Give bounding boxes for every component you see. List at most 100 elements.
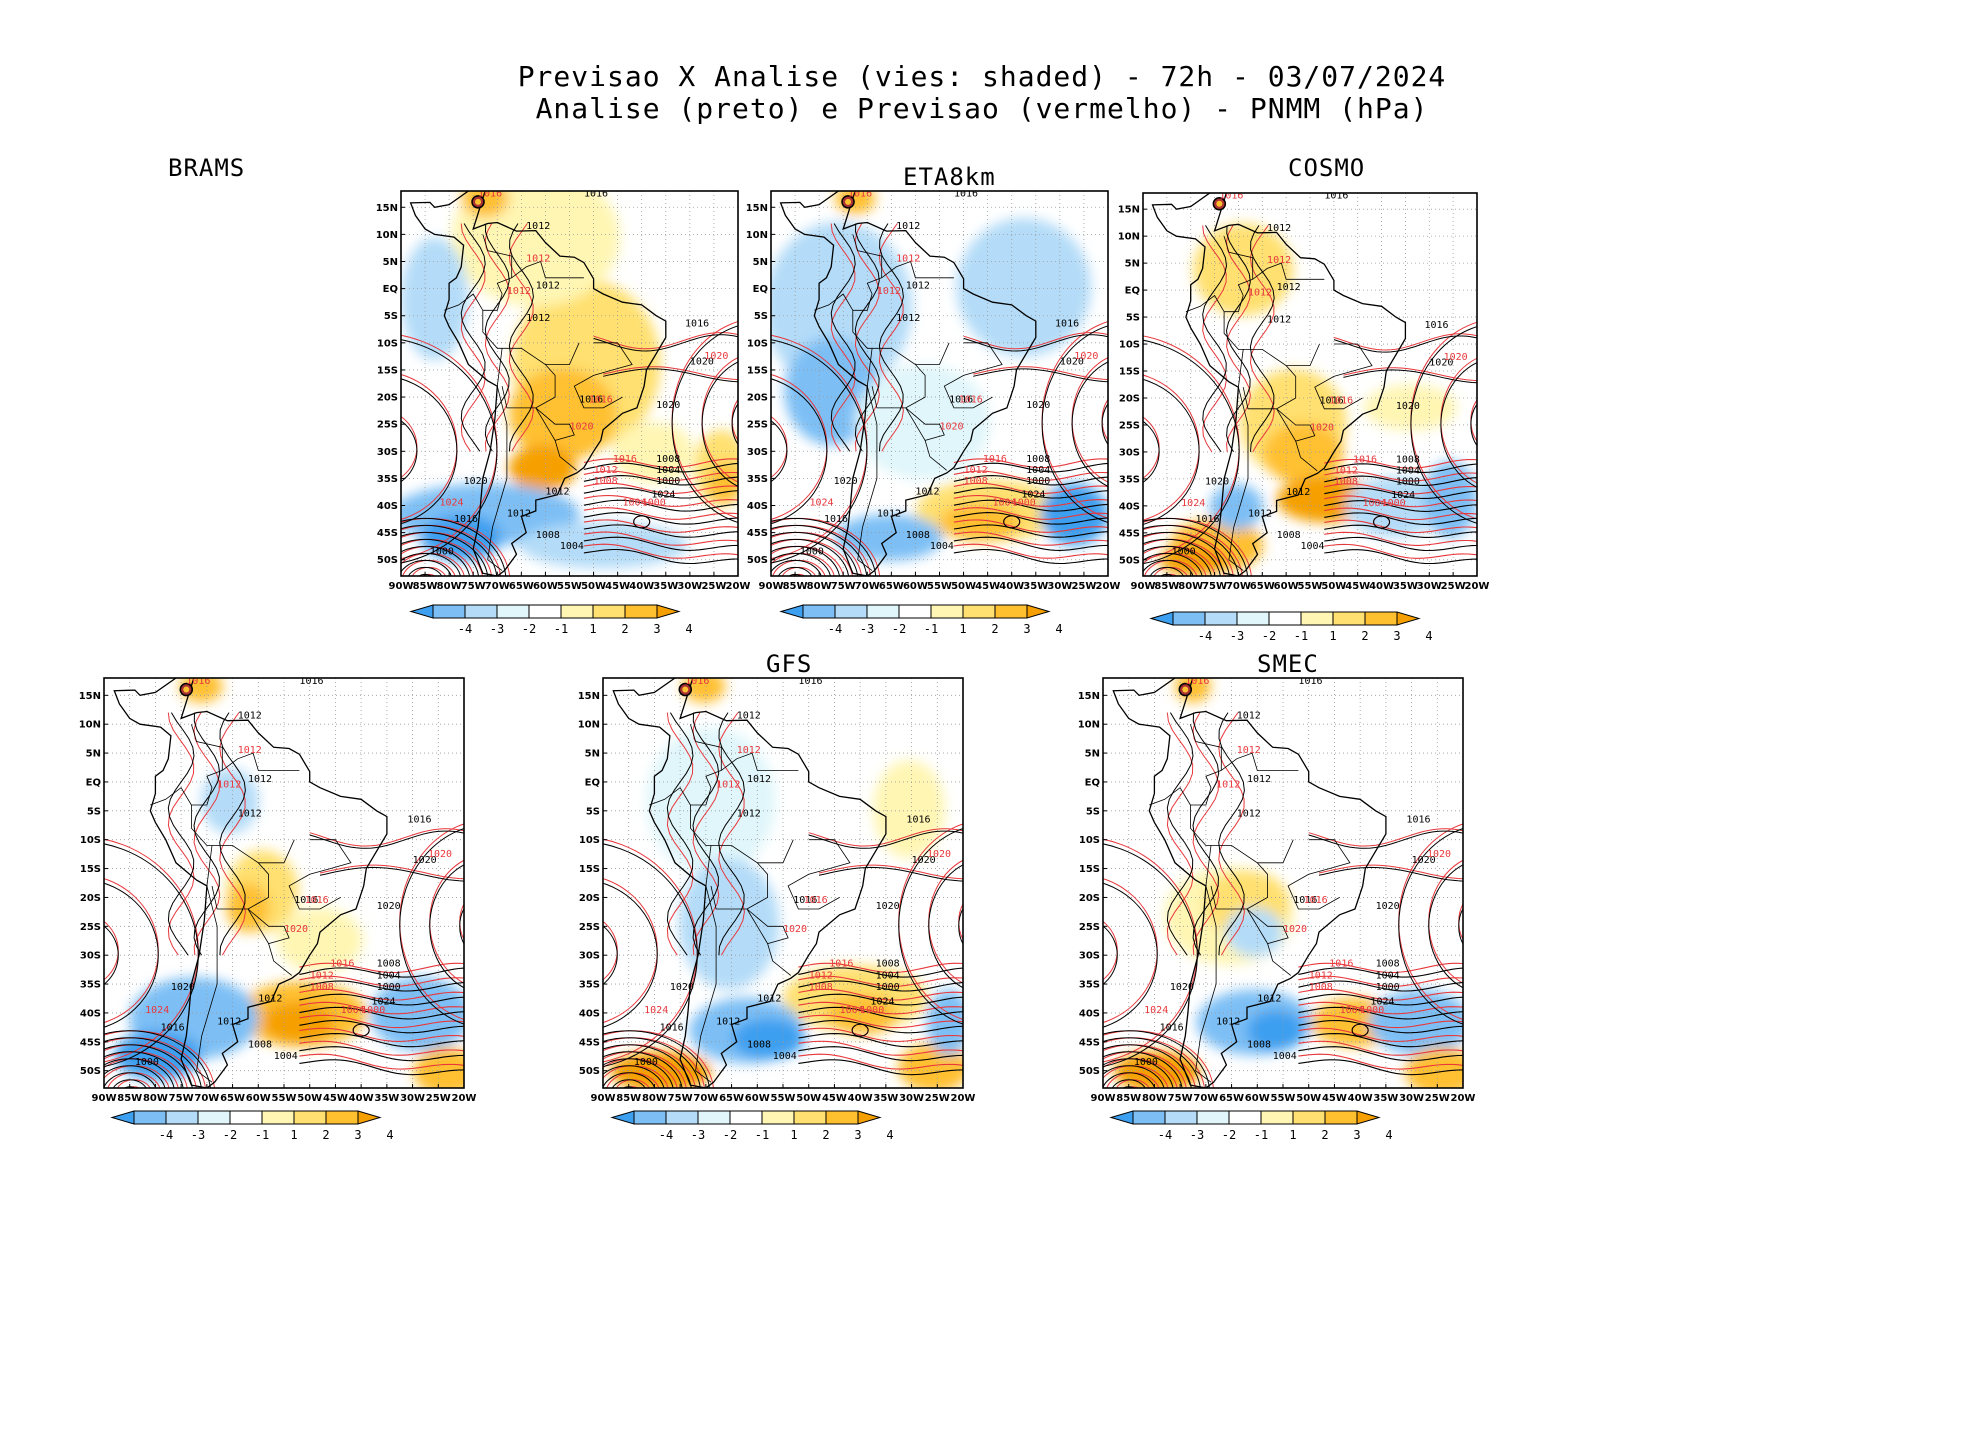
analysis-contour-label: 1020 bbox=[464, 476, 488, 487]
analysis-isobar bbox=[1143, 545, 1212, 576]
forecast-isobar bbox=[953, 543, 1108, 559]
forecast-isobar bbox=[1298, 988, 1463, 1001]
lat-label: 40S bbox=[747, 501, 768, 512]
analysis-isobar bbox=[1103, 1037, 1201, 1088]
analysis-contour-label: 1008 bbox=[656, 454, 680, 465]
lon-label: 65W bbox=[220, 1093, 245, 1104]
analysis-isobar bbox=[1298, 1059, 1463, 1076]
forecast-contour-label: 1016 bbox=[478, 188, 502, 199]
analysis-contour-label: 1016 bbox=[685, 319, 709, 330]
forecast-contour-label: 1016 bbox=[829, 959, 853, 970]
analysis-isobar bbox=[1324, 487, 1477, 499]
country-border bbox=[545, 342, 580, 365]
analysis-isobar bbox=[1218, 712, 1245, 956]
low-center-core bbox=[845, 198, 852, 205]
lat-label: 20S bbox=[1119, 393, 1140, 404]
lon-label: 60W bbox=[1274, 581, 1299, 592]
bias-patch bbox=[873, 760, 945, 859]
analysis-isobar bbox=[731, 402, 738, 446]
colorbar-label: 2 bbox=[822, 1128, 829, 1142]
lat-label: 10N bbox=[1118, 232, 1140, 243]
forecast-isobar bbox=[718, 712, 745, 956]
country-border bbox=[1223, 236, 1254, 280]
lat-label: 45S bbox=[1119, 528, 1140, 539]
bias-patch bbox=[508, 445, 577, 492]
analysis-contour-label: 1012 bbox=[1286, 487, 1310, 498]
bias-patch bbox=[956, 217, 1092, 357]
analysis-contour-label: 1004 bbox=[656, 465, 680, 476]
bias-patch bbox=[707, 464, 738, 503]
country-border bbox=[258, 839, 295, 864]
lat-label: 20S bbox=[747, 393, 768, 404]
analysis-contour-label: 1020 bbox=[1026, 400, 1050, 411]
analysis-isobar bbox=[1324, 549, 1477, 565]
analysis-isobar bbox=[1308, 830, 1463, 849]
analysis-isobar bbox=[808, 830, 963, 849]
analysis-contour-label: 1000 bbox=[1376, 982, 1400, 993]
analysis-contour-label: 1012 bbox=[217, 1016, 241, 1027]
bias-patch bbox=[262, 1001, 335, 1043]
lon-label: 75W bbox=[1168, 1093, 1193, 1104]
forecast-contour-label: 1016 bbox=[330, 959, 354, 970]
bias-patch bbox=[114, 1030, 202, 1080]
forecast-contour-label: 1016 bbox=[1219, 190, 1243, 201]
country-border bbox=[482, 234, 513, 278]
country-border bbox=[1228, 387, 1249, 571]
forecast-contour-label: 1020 bbox=[1310, 422, 1334, 433]
analysis-isobar bbox=[401, 378, 458, 525]
analysis-contour-label: 1012 bbox=[1267, 314, 1291, 325]
analysis-isobar bbox=[958, 907, 963, 945]
analysis-contour-label: 1004 bbox=[930, 541, 954, 552]
lon-label: 65W bbox=[719, 1093, 744, 1104]
analysis-isobar bbox=[1324, 524, 1477, 538]
colorbar-label: -3 bbox=[490, 622, 504, 636]
forecast-isobar bbox=[219, 712, 246, 956]
lon-label: 50W bbox=[1321, 581, 1346, 592]
colorbar-brams: -4 -3 -2 -1 1 2 3 4 bbox=[409, 604, 693, 639]
forecast-isobar bbox=[299, 1053, 464, 1070]
analysis-isobar bbox=[603, 368, 738, 383]
forecast-contour-label: 1012 bbox=[1248, 287, 1272, 298]
colorbar-swatch bbox=[560, 604, 594, 619]
lat-label: 10S bbox=[377, 338, 398, 349]
analysis-isobar bbox=[1003, 515, 1021, 529]
analysis-contour-label: 1004 bbox=[773, 1051, 797, 1062]
colorbar-swatch bbox=[994, 604, 1028, 619]
lon-label: 55W bbox=[927, 581, 952, 592]
country-border bbox=[1267, 943, 1291, 976]
lon-label: 65W bbox=[1250, 581, 1275, 592]
colorbar-right-arrow bbox=[656, 604, 681, 619]
analysis-isobar bbox=[1398, 828, 1463, 1025]
analysis-isobar bbox=[798, 1033, 963, 1048]
lon-label: 90W bbox=[1131, 581, 1156, 592]
analysis-isobar bbox=[798, 993, 963, 1006]
analysis-contour-label: 1016 bbox=[793, 895, 817, 906]
lon-label: 25W bbox=[1425, 1093, 1450, 1104]
analysis-contour-label: 1000 bbox=[656, 476, 680, 487]
lat-label: 50S bbox=[1119, 555, 1140, 566]
analysis-isobar bbox=[104, 1072, 157, 1088]
colorbar-left-arrow bbox=[110, 1110, 135, 1125]
bias-patch bbox=[1040, 483, 1108, 546]
colorbar-swatch bbox=[197, 1110, 231, 1125]
lat-label: 10S bbox=[747, 338, 768, 349]
forecast-isobar bbox=[299, 1014, 464, 1029]
analysis-contour-label: 1012 bbox=[545, 487, 569, 498]
analysis-contour-label: 1020 bbox=[656, 400, 680, 411]
forecast-contour-label: 1016 bbox=[1329, 395, 1353, 406]
lon-label: 70W bbox=[485, 581, 510, 592]
lat-label: 40S bbox=[80, 1008, 101, 1019]
forecast-contour-label: 1000 bbox=[1360, 1005, 1384, 1016]
country-border bbox=[695, 885, 717, 1083]
analysis-isobar bbox=[953, 536, 1108, 551]
analysis-isobar bbox=[104, 1058, 175, 1088]
analysis-isobar bbox=[1143, 339, 1240, 565]
analysis-isobar bbox=[1202, 225, 1228, 453]
analysis-isobar bbox=[401, 545, 471, 576]
forecast-isobar bbox=[878, 223, 904, 452]
analysis-isobar bbox=[771, 378, 828, 525]
analysis-contour-label: 1012 bbox=[507, 508, 531, 519]
forecast-contour-label: 1008 bbox=[809, 982, 833, 993]
